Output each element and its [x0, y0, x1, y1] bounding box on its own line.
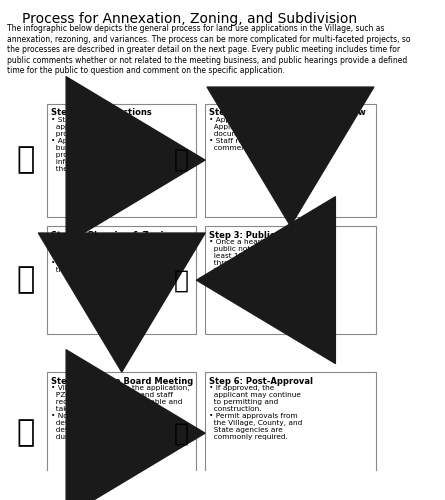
Text: • If approved, the
  applicant may continue
  to permitting and
  construction.
: • If approved, the applicant may continu… [209, 385, 303, 440]
Text: 📢: 📢 [174, 268, 189, 292]
Text: • Staff meets with the
  applicant to discuss the
  process and requirements.
• : • Staff meets with the applicant to disc… [51, 117, 154, 172]
Text: The infographic below depicts the general process for land use applications in t: The infographic below depicts the genera… [7, 24, 410, 75]
FancyBboxPatch shape [205, 226, 376, 334]
Text: • Public hearing is held at a
  Planning and Zoning
  Commission meeting.
• PZC : • Public hearing is held at a Planning a… [51, 239, 164, 273]
Text: 👥: 👥 [16, 418, 35, 448]
Text: • Village Board hears the application,
  PZC recommendation, and staff
  recomme: • Village Board hears the application, P… [51, 385, 190, 440]
Text: Step 5: Village Board Meeting: Step 5: Village Board Meeting [51, 376, 194, 386]
FancyBboxPatch shape [47, 372, 197, 494]
Text: 👥: 👥 [16, 266, 35, 294]
Text: Step 2: Submittal & Staff Review: Step 2: Submittal & Staff Review [209, 108, 366, 118]
Text: Step 6: Post-Approval: Step 6: Post-Approval [209, 376, 313, 386]
Text: Step 4: Planning & Zoning: Step 4: Planning & Zoning [51, 230, 176, 239]
FancyBboxPatch shape [205, 104, 376, 216]
FancyBboxPatch shape [47, 226, 197, 334]
Text: • Applicants submits Land Use
  Application and supporting
  documents.
• Staff : • Applicants submits Land Use Applicatio… [209, 117, 322, 151]
FancyBboxPatch shape [47, 104, 197, 216]
Text: Process for Annexation, Zoning, and Subdivision: Process for Annexation, Zoning, and Subd… [22, 12, 357, 26]
FancyBboxPatch shape [205, 372, 376, 494]
Text: Step 1: Introductions: Step 1: Introductions [51, 108, 152, 118]
Text: 🚜: 🚜 [174, 421, 189, 445]
Text: Step 3: Public Notice: Step 3: Public Notice [209, 230, 309, 239]
Text: • Once a hearing date is set,
  public notices are given at
  least 15 days prio: • Once a hearing date is set, public not… [209, 239, 316, 287]
Text: 📋: 📋 [174, 148, 189, 172]
Text: 🤝: 🤝 [16, 146, 35, 174]
